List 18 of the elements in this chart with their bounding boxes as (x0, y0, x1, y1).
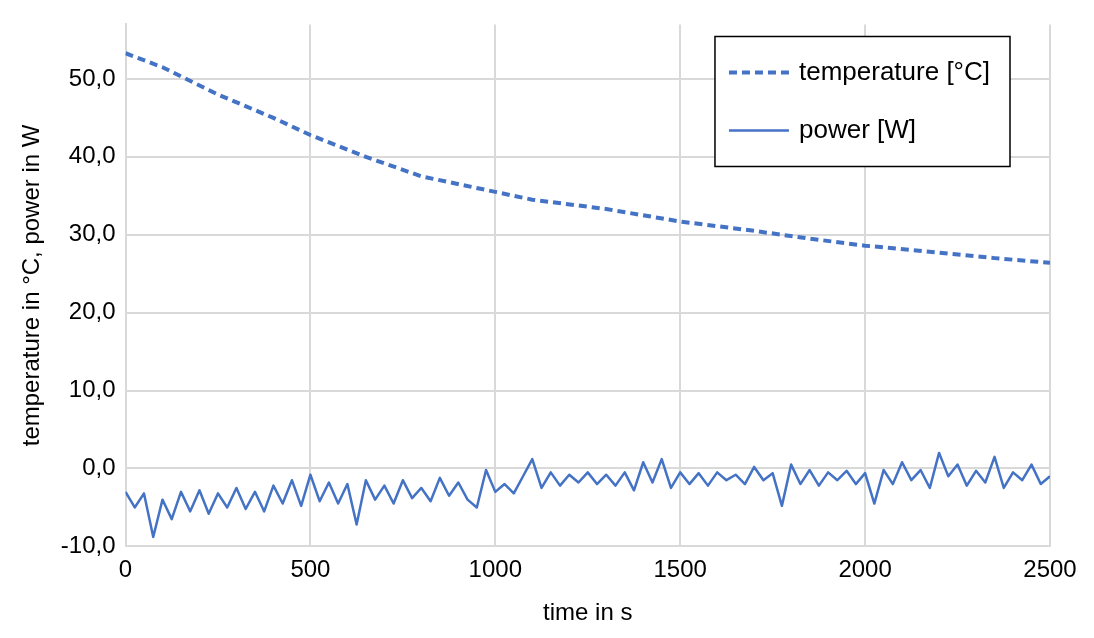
x-axis-title: time in s (543, 598, 633, 626)
legend-label: power [W] (798, 113, 916, 144)
x-tick-label: 1000 (468, 555, 522, 583)
line-series (125, 51, 1050, 265)
y-tick-label: 0,0 (82, 453, 116, 481)
y-tick-label: 20,0 (68, 297, 116, 325)
x-tick-label: 500 (290, 555, 331, 583)
legend-label: temperature [°C] (798, 55, 990, 86)
y-tick-label: 30,0 (68, 219, 116, 247)
x-tick-label: 1500 (653, 555, 707, 583)
y-axis-title: temperature in °C, power in W (17, 124, 45, 447)
x-tick-label: 0 (118, 555, 133, 583)
y-tick-label: 50,0 (68, 63, 116, 91)
x-tick-label: 2000 (838, 555, 892, 583)
y-tick-label: 10,0 (68, 375, 116, 403)
y-tick-label: 40,0 (68, 141, 116, 169)
x-tick-label: 2500 (1023, 555, 1077, 583)
y-tick-label: -10,0 (60, 531, 116, 559)
